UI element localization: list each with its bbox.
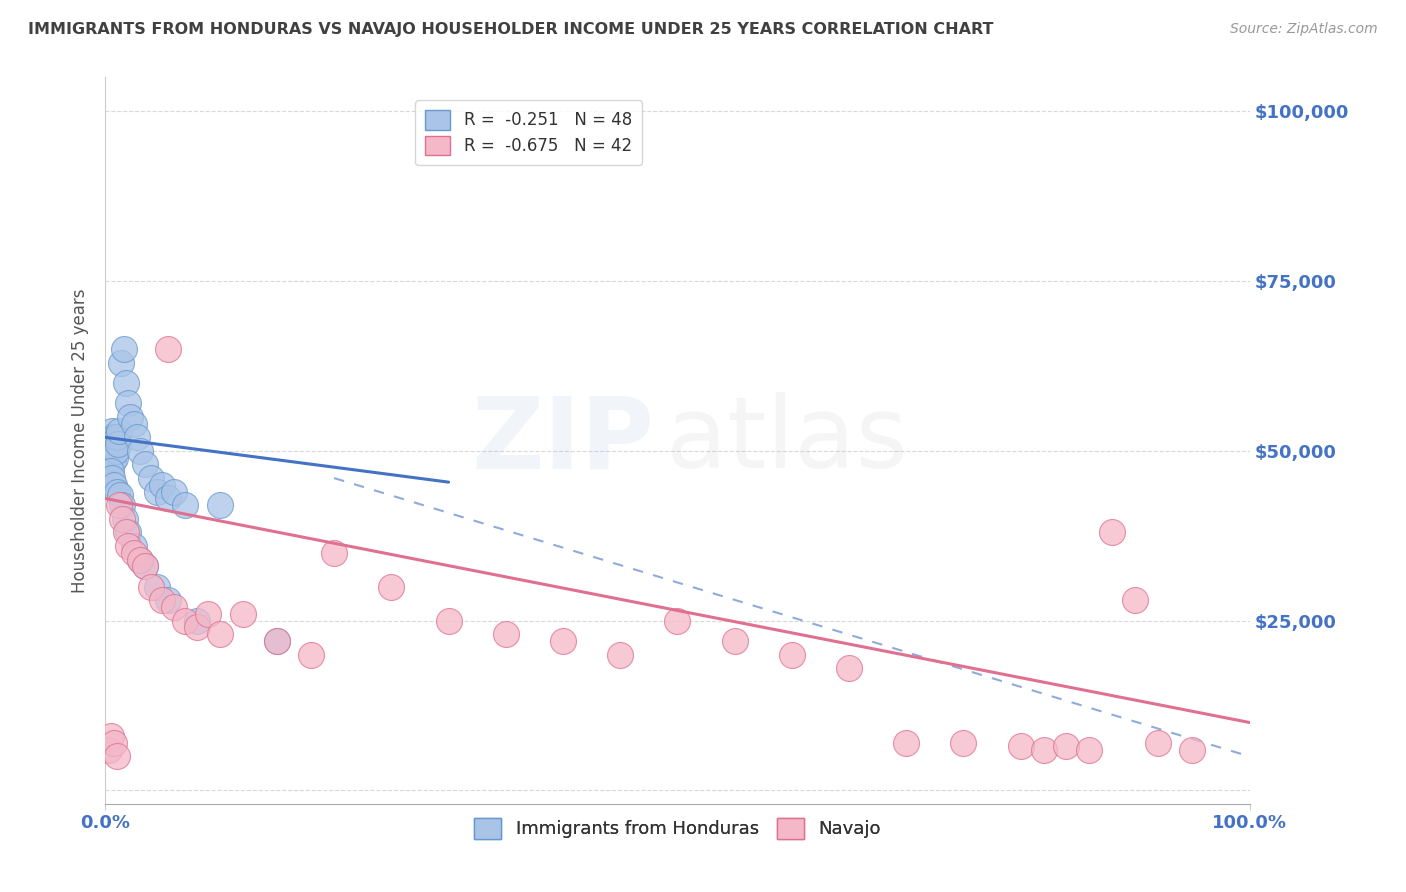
Point <box>103 736 125 750</box>
Point <box>134 559 156 574</box>
Point <box>380 580 402 594</box>
Point <box>157 342 180 356</box>
Point <box>174 614 197 628</box>
Point <box>107 437 129 451</box>
Point <box>122 417 145 431</box>
Point <box>101 471 124 485</box>
Point <box>266 634 288 648</box>
Point <box>896 736 918 750</box>
Point <box>266 634 288 648</box>
Point <box>208 627 231 641</box>
Point <box>163 484 186 499</box>
Point <box>723 634 745 648</box>
Point <box>208 498 231 512</box>
Point <box>145 580 167 594</box>
Point <box>97 437 120 451</box>
Point <box>111 512 134 526</box>
Point <box>1078 742 1101 756</box>
Point <box>1056 739 1078 754</box>
Point <box>174 498 197 512</box>
Point <box>114 376 136 390</box>
Point <box>98 447 121 461</box>
Point <box>437 614 460 628</box>
Point <box>152 593 174 607</box>
Point <box>103 437 125 451</box>
Point <box>101 441 124 455</box>
Point <box>128 552 150 566</box>
Point <box>98 443 121 458</box>
Point <box>609 648 631 662</box>
Point <box>103 478 125 492</box>
Point <box>117 396 139 410</box>
Point <box>114 525 136 540</box>
Point <box>122 539 145 553</box>
Point <box>1181 742 1204 756</box>
Point <box>232 607 254 621</box>
Point <box>1101 525 1123 540</box>
Point <box>666 614 689 628</box>
Point <box>103 430 125 444</box>
Point <box>127 430 149 444</box>
Point <box>838 661 860 675</box>
Point <box>299 648 322 662</box>
Point <box>128 552 150 566</box>
Point <box>117 525 139 540</box>
Point <box>152 478 174 492</box>
Point <box>134 559 156 574</box>
Point <box>952 736 974 750</box>
Point <box>100 464 122 478</box>
Point <box>1010 739 1032 754</box>
Point <box>104 450 127 465</box>
Point <box>100 424 122 438</box>
Point <box>145 484 167 499</box>
Point <box>1147 736 1170 750</box>
Text: atlas: atlas <box>666 392 908 489</box>
Point <box>108 498 131 512</box>
Point <box>105 430 128 444</box>
Point <box>97 742 120 756</box>
Point <box>105 749 128 764</box>
Point <box>100 434 122 448</box>
Point <box>108 488 131 502</box>
Point <box>108 424 131 438</box>
Text: ZIP: ZIP <box>471 392 655 489</box>
Point <box>495 627 517 641</box>
Point <box>100 729 122 743</box>
Point <box>157 593 180 607</box>
Point <box>122 546 145 560</box>
Point <box>1123 593 1146 607</box>
Point <box>157 491 180 506</box>
Point <box>186 620 208 634</box>
Point <box>112 342 135 356</box>
Point <box>101 450 124 465</box>
Point <box>163 600 186 615</box>
Point <box>139 471 162 485</box>
Point <box>186 614 208 628</box>
Point <box>96 441 118 455</box>
Point <box>98 430 121 444</box>
Point <box>114 512 136 526</box>
Point <box>120 409 142 424</box>
Point <box>103 454 125 468</box>
Point <box>117 539 139 553</box>
Legend: Immigrants from Honduras, Navajo: Immigrants from Honduras, Navajo <box>467 811 889 846</box>
Point <box>105 484 128 499</box>
Point <box>1032 742 1054 756</box>
Point <box>104 443 127 458</box>
Y-axis label: Householder Income Under 25 years: Householder Income Under 25 years <box>72 288 89 593</box>
Point <box>111 498 134 512</box>
Text: Source: ZipAtlas.com: Source: ZipAtlas.com <box>1230 22 1378 37</box>
Point <box>128 443 150 458</box>
Point <box>551 634 574 648</box>
Text: IMMIGRANTS FROM HONDURAS VS NAVAJO HOUSEHOLDER INCOME UNDER 25 YEARS CORRELATION: IMMIGRANTS FROM HONDURAS VS NAVAJO HOUSE… <box>28 22 994 37</box>
Point <box>197 607 219 621</box>
Point <box>134 458 156 472</box>
Point <box>110 356 132 370</box>
Point <box>323 546 346 560</box>
Point <box>780 648 803 662</box>
Point <box>139 580 162 594</box>
